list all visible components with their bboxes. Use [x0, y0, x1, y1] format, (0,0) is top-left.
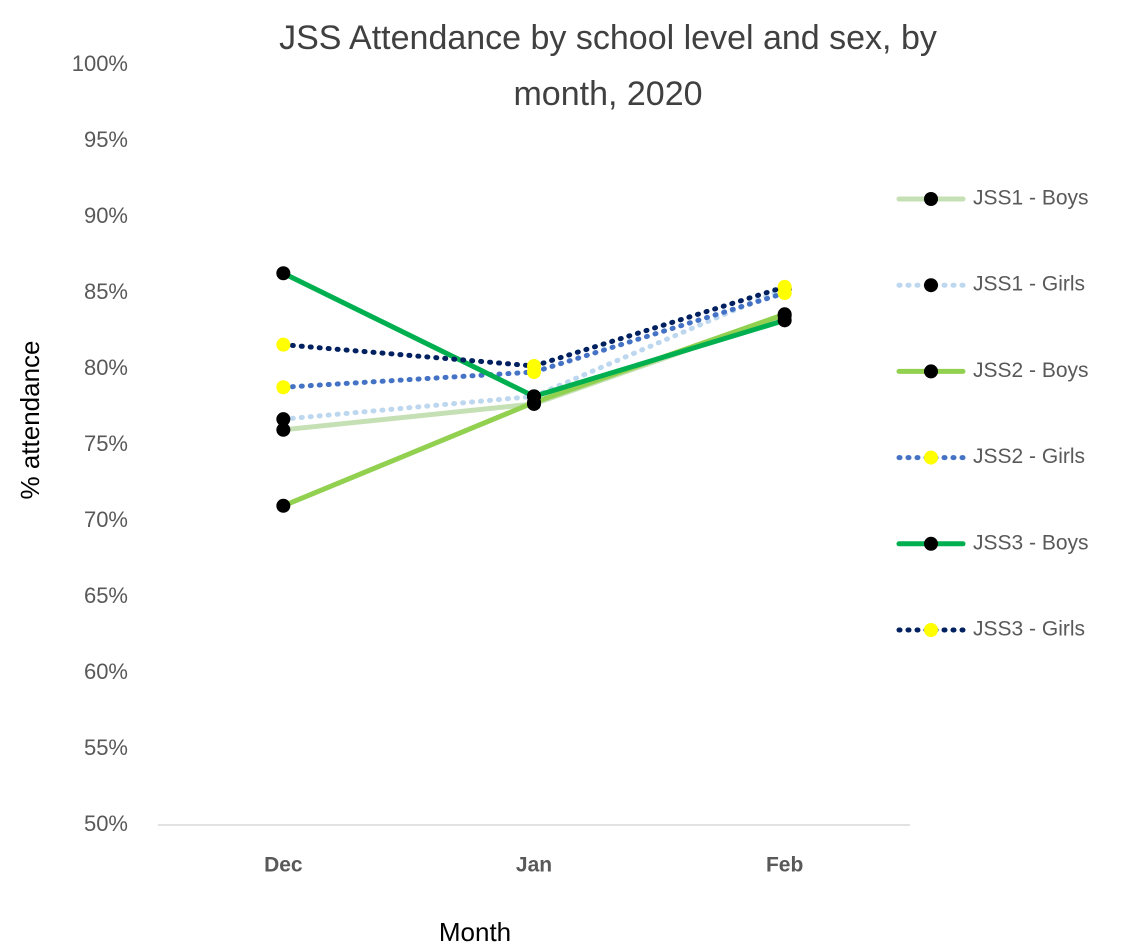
series-line [280, 284, 788, 369]
legend-marker [924, 623, 938, 637]
data-point [276, 422, 291, 437]
legend-label: JSS3 - Girls [973, 618, 1085, 641]
legend-marker [924, 278, 938, 293]
data-point [276, 380, 291, 395]
legend-marker [924, 192, 938, 206]
data-point [777, 313, 792, 328]
data-point [276, 337, 291, 352]
y-tick-label: 65% [84, 583, 128, 608]
legend-label: JSS1 - Boys [973, 187, 1089, 210]
data-point [527, 389, 541, 404]
y-tick-label: 80% [84, 355, 128, 380]
x-tick-label: Feb [766, 854, 803, 877]
data-point [527, 358, 541, 373]
legend-marker [924, 536, 938, 551]
data-point [276, 498, 291, 513]
y-tick-label: 100% [72, 51, 128, 76]
x-axis-title: Month [439, 917, 511, 947]
y-tick-label: 85% [84, 279, 128, 304]
legend-marker [924, 450, 938, 465]
chart-title: JSS Attendance by school level and sex, … [279, 19, 937, 113]
legend-label: JSS1 - Girls [973, 273, 1085, 296]
data-point [276, 412, 291, 427]
legend-label: JSS2 - Girls [973, 445, 1085, 468]
y-tick-label: 90% [84, 203, 128, 228]
y-axis-title: % attendance [15, 340, 45, 499]
y-tick-label: 60% [84, 659, 128, 684]
legend-marker [924, 364, 938, 379]
data-point [777, 279, 792, 294]
data-point [276, 266, 291, 281]
y-tick-label: 55% [84, 735, 128, 760]
x-tick-label: Jan [516, 854, 552, 877]
y-tick-label: 70% [84, 507, 128, 532]
legend-label: JSS3 - Boys [973, 531, 1089, 554]
y-tick-label: 95% [84, 127, 128, 152]
y-tick-label: 50% [84, 811, 128, 836]
x-tick-label: Dec [264, 854, 303, 877]
legend-label: JSS2 - Boys [973, 359, 1089, 382]
y-tick-label: 75% [84, 431, 128, 456]
